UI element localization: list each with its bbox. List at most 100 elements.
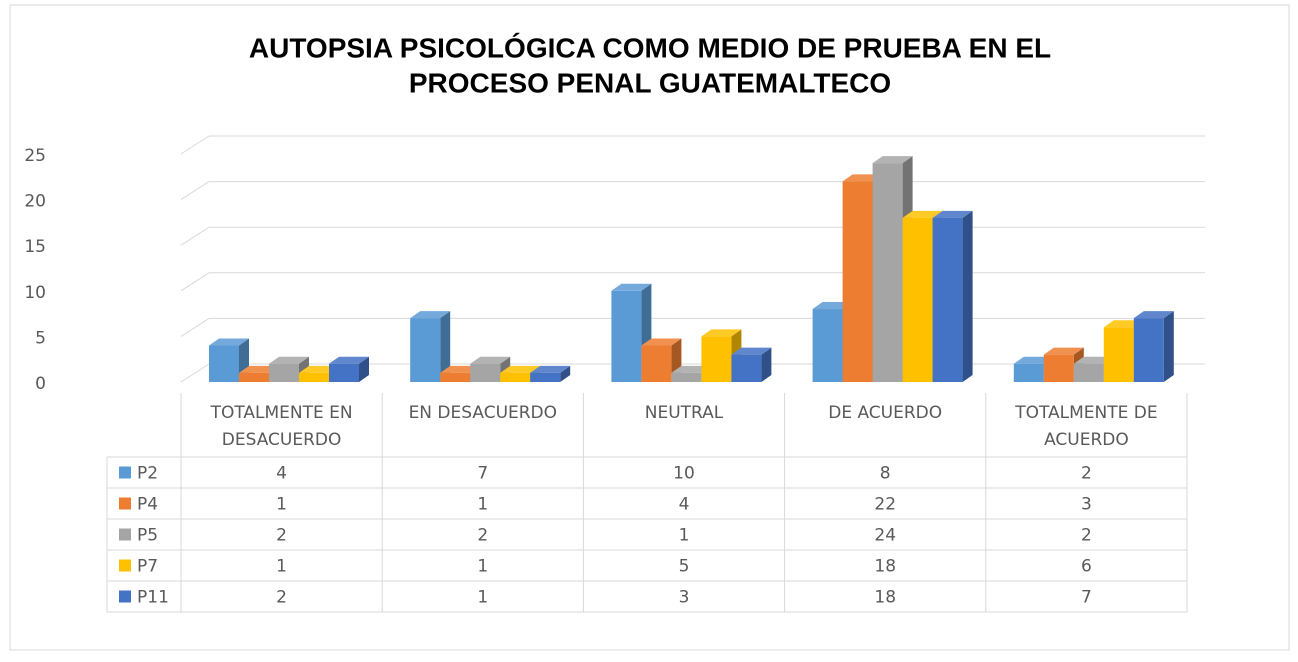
- bar-top: [932, 210, 973, 218]
- table-value: 3: [679, 588, 690, 608]
- bar-3d: [329, 356, 369, 382]
- table-value: 24: [874, 526, 896, 546]
- table-value: 8: [880, 464, 891, 484]
- bar: [701, 336, 732, 382]
- table-value: 1: [477, 588, 488, 608]
- bar-top: [209, 338, 249, 346]
- bar-top: [329, 356, 369, 364]
- bar-side: [440, 311, 451, 382]
- bar-top: [269, 356, 309, 364]
- grid-line-side: [180, 181, 210, 201]
- category-label: NEUTRAL: [645, 403, 724, 423]
- bar-side: [761, 347, 772, 382]
- chart-title: PROCESO PENAL GUATEMALTECO: [409, 67, 891, 98]
- bar-side: [1163, 311, 1174, 382]
- bar-3d: [410, 311, 451, 382]
- bar-top: [1133, 311, 1174, 319]
- table-value: 4: [679, 495, 690, 515]
- table-value: 7: [477, 464, 488, 484]
- chart-title: AUTOPSIA PSICOLÓGICA COMO MEDIO DE PRUEB…: [249, 32, 1051, 63]
- bar-top: [530, 365, 571, 373]
- bar: [440, 372, 471, 382]
- table-value: 7: [1081, 588, 1092, 608]
- legend-swatch: [119, 559, 131, 572]
- table-value: 2: [477, 526, 488, 546]
- bar-side: [962, 210, 973, 382]
- bar-3d: [731, 347, 772, 382]
- bar-3d: [932, 210, 973, 382]
- bar: [209, 345, 239, 382]
- bar: [1073, 363, 1104, 382]
- table-value: 1: [477, 495, 488, 515]
- table-value: 1: [477, 557, 488, 577]
- table-value: 1: [276, 495, 287, 515]
- y-tick-label: 10: [24, 283, 46, 303]
- bar-3d: [1133, 311, 1174, 382]
- table-value: 2: [276, 588, 287, 608]
- bar: [500, 372, 531, 382]
- bar: [872, 163, 903, 382]
- legend-swatch: [119, 466, 131, 479]
- grid-line-side: [180, 363, 210, 383]
- bar-top: [872, 156, 913, 164]
- bar-top: [1043, 347, 1084, 355]
- bar: [812, 309, 843, 382]
- bar-top: [902, 210, 943, 218]
- bar: [902, 217, 933, 382]
- bar: [269, 363, 299, 382]
- legend-swatch: [119, 497, 131, 510]
- legend-label: P2: [137, 464, 158, 484]
- table-value: 5: [679, 557, 690, 577]
- table-value: 18: [874, 557, 896, 577]
- bar: [671, 372, 702, 382]
- bar: [530, 372, 561, 382]
- bar: [611, 290, 642, 382]
- bar: [1133, 318, 1164, 382]
- bar: [1043, 354, 1074, 382]
- legend-swatch: [119, 528, 131, 541]
- y-tick-label: 25: [24, 146, 46, 166]
- table-value: 1: [276, 557, 287, 577]
- bar: [1013, 363, 1044, 382]
- table-value: 3: [1081, 495, 1092, 515]
- bar: [239, 372, 269, 382]
- bar-top: [611, 283, 652, 291]
- grid-line-side: [180, 226, 210, 246]
- bar-top: [641, 338, 682, 346]
- table-value: 4: [276, 464, 287, 484]
- category-label: TOTALMENTE DE: [1014, 403, 1157, 423]
- bar: [329, 363, 359, 382]
- bar-3d: [530, 365, 571, 382]
- bar-side: [560, 365, 571, 382]
- y-tick-label: 20: [24, 192, 46, 212]
- category-label: DE ACUERDO: [828, 403, 942, 423]
- category-label: TOTALMENTE EN: [210, 403, 353, 423]
- table-value: 18: [874, 588, 896, 608]
- bar-top: [701, 329, 742, 337]
- legend-label: P7: [137, 557, 158, 577]
- category-label: ACUERDO: [1044, 430, 1129, 450]
- grid-line-side: [180, 135, 210, 155]
- y-tick-label: 15: [24, 237, 46, 257]
- legend-label: P11: [137, 588, 169, 608]
- grid-line-side: [180, 272, 210, 292]
- bar-top: [731, 347, 772, 355]
- grid-line-side: [180, 317, 210, 337]
- bar: [410, 318, 441, 382]
- legend-label: P4: [137, 495, 158, 515]
- bar-top: [470, 356, 511, 364]
- table-value: 2: [276, 526, 287, 546]
- category-label: EN DESACUERDO: [409, 403, 557, 423]
- table-value: 2: [1081, 464, 1092, 484]
- legend-label: P5: [137, 526, 158, 546]
- legend-swatch: [119, 590, 131, 603]
- bar: [470, 363, 501, 382]
- y-tick-label: 5: [35, 328, 46, 348]
- bar: [842, 181, 873, 382]
- table-value: 10: [673, 464, 695, 484]
- table-value: 2: [1081, 526, 1092, 546]
- table-value: 22: [874, 495, 896, 515]
- bar: [932, 217, 963, 382]
- bar-top: [410, 311, 451, 319]
